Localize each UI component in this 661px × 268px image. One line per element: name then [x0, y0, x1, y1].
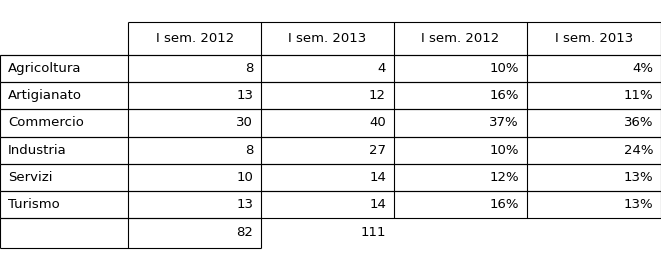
Text: I sem. 2013: I sem. 2013	[555, 32, 633, 45]
Text: I sem. 2012: I sem. 2012	[155, 32, 234, 45]
Text: 111: 111	[360, 226, 386, 240]
Text: 4: 4	[377, 62, 386, 75]
Text: 30: 30	[236, 116, 253, 129]
Text: 12%: 12%	[489, 171, 519, 184]
Text: 37%: 37%	[489, 116, 519, 129]
Text: Artigianato: Artigianato	[8, 89, 82, 102]
Text: 10: 10	[236, 171, 253, 184]
Text: 11%: 11%	[623, 89, 653, 102]
Text: 12: 12	[369, 89, 386, 102]
Text: Commercio: Commercio	[8, 116, 84, 129]
Text: 14: 14	[369, 198, 386, 211]
Text: 40: 40	[369, 116, 386, 129]
Text: 4%: 4%	[632, 62, 653, 75]
Text: Servizi: Servizi	[8, 171, 52, 184]
Text: 13: 13	[236, 198, 253, 211]
Text: I sem. 2012: I sem. 2012	[421, 32, 500, 45]
Text: Turismo: Turismo	[8, 198, 59, 211]
Text: 27: 27	[369, 144, 386, 157]
Text: 13%: 13%	[623, 198, 653, 211]
Text: 10%: 10%	[489, 62, 519, 75]
Text: Agricoltura: Agricoltura	[8, 62, 81, 75]
Text: 13: 13	[236, 89, 253, 102]
Text: 16%: 16%	[489, 89, 519, 102]
Text: I sem. 2013: I sem. 2013	[288, 32, 367, 45]
Text: 16%: 16%	[489, 198, 519, 211]
Text: 13%: 13%	[623, 171, 653, 184]
Text: 10%: 10%	[489, 144, 519, 157]
Text: 14: 14	[369, 171, 386, 184]
Text: 82: 82	[236, 226, 253, 240]
Text: 8: 8	[245, 62, 253, 75]
Text: 24%: 24%	[623, 144, 653, 157]
Text: 8: 8	[245, 144, 253, 157]
Text: Industria: Industria	[8, 144, 67, 157]
Text: 36%: 36%	[623, 116, 653, 129]
